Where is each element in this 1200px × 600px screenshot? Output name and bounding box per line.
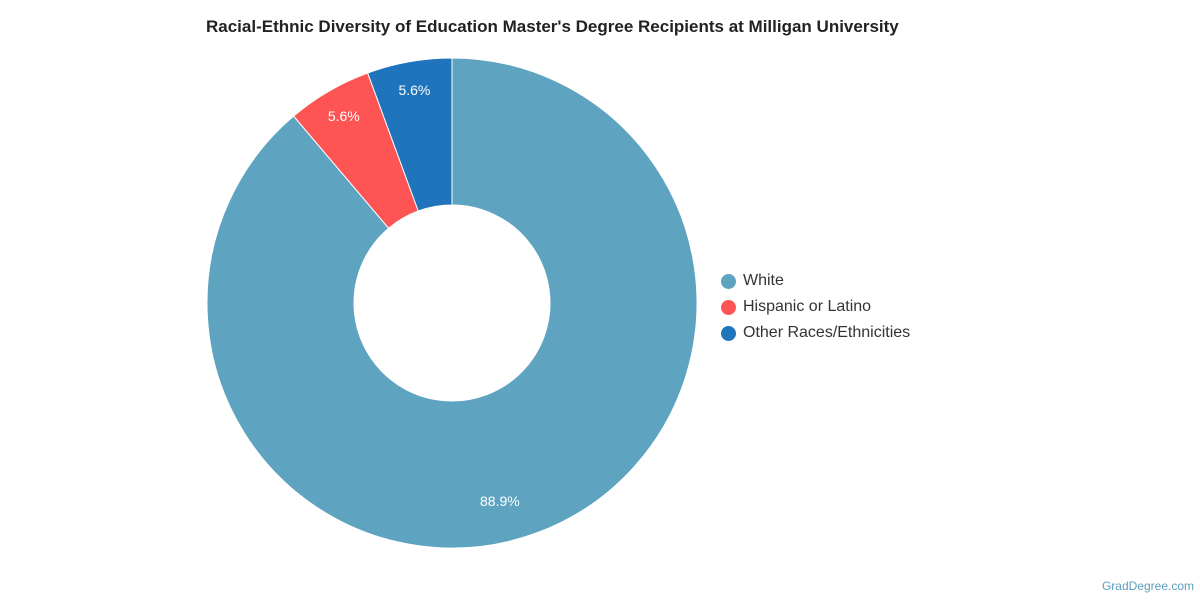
data-label-hispanic-or-latino: 5.6% xyxy=(328,108,360,124)
legend-label-hispanic-or-latino: Hispanic or Latino xyxy=(743,298,872,315)
legend-label-white: White xyxy=(743,272,784,289)
slice-white[interactable] xyxy=(206,57,698,549)
data-label-white: 88.9% xyxy=(480,493,520,509)
chart-title: Racial-Ethnic Diversity of Education Mas… xyxy=(206,17,899,36)
legend-item-white[interactable]: White xyxy=(721,268,910,294)
legend-item-hispanic-or-latino[interactable]: Hispanic or Latino xyxy=(721,294,910,320)
data-label-other-races-ethnicities: 5.6% xyxy=(398,82,430,98)
chart-legend: White Hispanic or Latino Other Races/Eth… xyxy=(721,268,910,346)
legend-dot-white xyxy=(721,273,736,289)
legend-item-other-races-ethnicities[interactable]: Other Races/Ethnicities xyxy=(721,320,910,346)
legend-dot-hispanic-or-latino xyxy=(721,299,736,315)
legend-label-other-races-ethnicities: Other Races/Ethnicities xyxy=(743,324,911,341)
legend-dot-other-races-ethnicities xyxy=(721,325,736,341)
credit-link[interactable]: GradDegree.com xyxy=(1101,579,1194,593)
slice-other-races-ethnicities[interactable] xyxy=(367,57,453,212)
